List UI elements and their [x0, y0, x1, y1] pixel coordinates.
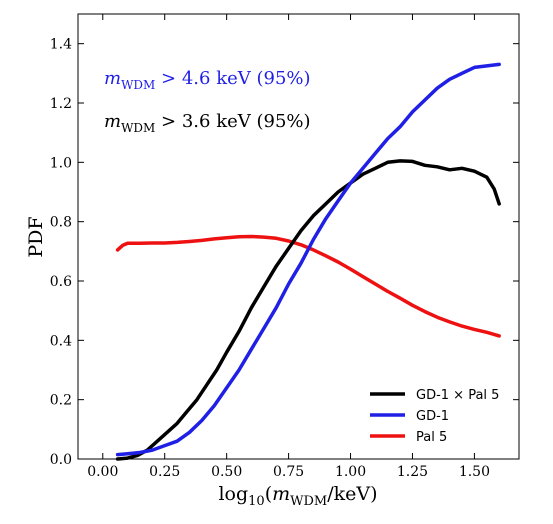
x-tick-label: 0.50	[211, 464, 242, 480]
y-tick-label: 1.2	[50, 96, 72, 112]
x-tick-label: 0.00	[87, 464, 118, 480]
y-tick-label: 0.8	[50, 215, 72, 231]
x-tick-label: 1.00	[335, 464, 366, 480]
legend-label-gd1: GD-1	[416, 409, 449, 424]
y-tick-label: 0.6	[50, 274, 72, 290]
x-tick-label: 0.75	[273, 464, 304, 480]
plot-frame	[77, 13, 520, 460]
y-axis-label: PDF	[25, 216, 47, 257]
y-tick-label: 0.2	[50, 393, 72, 409]
x-tick-label: 1.50	[459, 464, 490, 480]
annotation-combined: mWDM > 3.6 keV (95%)	[104, 111, 311, 135]
legend-label-combined: GD-1 × Pal 5	[416, 388, 499, 403]
y-tick-label: 1.4	[50, 37, 72, 53]
x-tick-label: 1.25	[397, 464, 428, 480]
series-line-gd1	[115, 62, 501, 457]
y-tick-label: 1.0	[50, 155, 72, 171]
x-tick-label: 0.25	[149, 464, 180, 480]
annotation-gd1: mWDM > 4.6 keV (95%)	[104, 68, 311, 92]
legend-label-pal5: Pal 5	[416, 430, 447, 445]
legend: GD-1 × Pal 5 GD-1 Pal 5	[370, 388, 499, 445]
series-line-gd1-x-pal5	[115, 159, 501, 461]
y-tick-label: 0.0	[50, 452, 72, 468]
series-line-pal5	[115, 234, 501, 338]
series-lines	[115, 62, 501, 461]
x-axis-label: log10(mWDM/keV)	[218, 483, 377, 509]
axis-ticks: 0.00 0.25 0.50 0.75 1.00 1.25 1.50 0.0 0.2 0.4 0.6…	[50, 14, 519, 480]
y-tick-label: 0.4	[50, 333, 72, 349]
